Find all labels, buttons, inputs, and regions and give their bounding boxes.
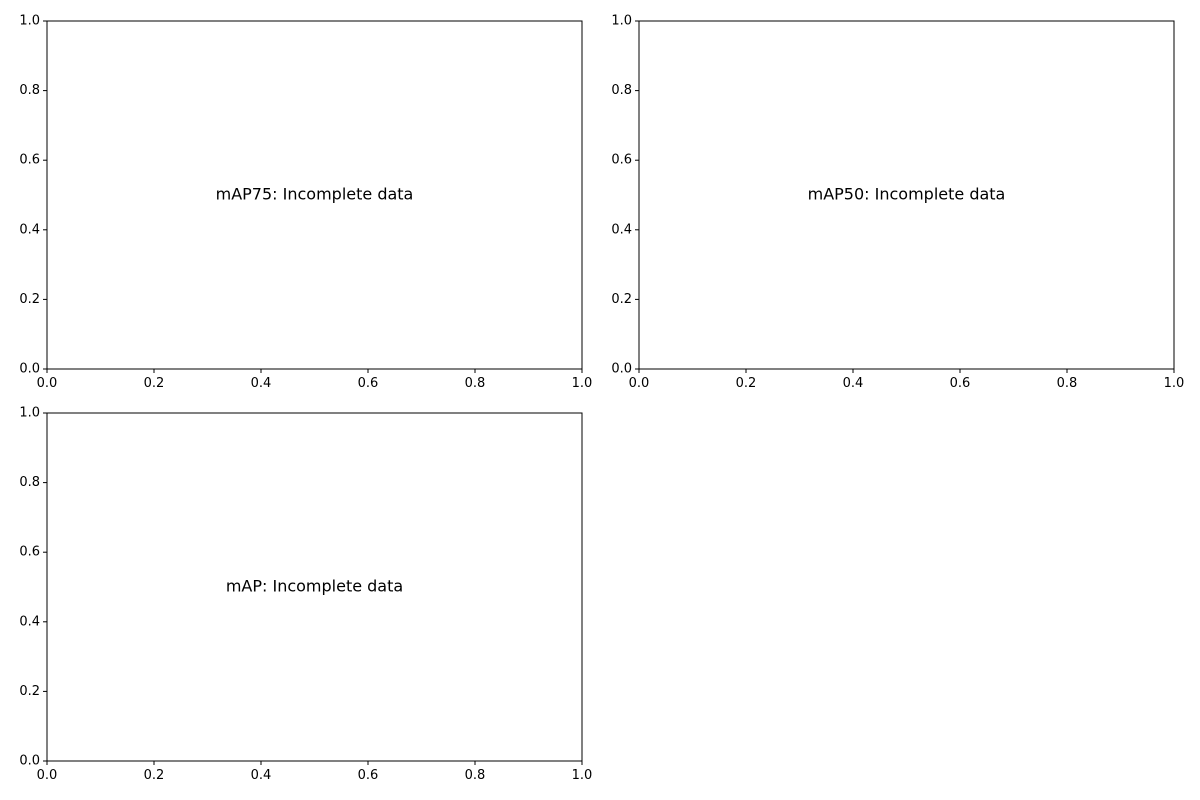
subplot-annotation: mAP50: Incomplete data — [808, 185, 1006, 204]
y-tick-label: 0.0 — [611, 362, 632, 377]
x-tick-label: 0.2 — [144, 376, 165, 391]
y-tick-label: 0.2 — [19, 684, 40, 699]
y-tick-label: 0.2 — [19, 292, 40, 307]
axes-frame — [46, 412, 583, 762]
x-tick-label: 0.2 — [736, 376, 757, 391]
y-tick-label: 0.0 — [19, 362, 40, 377]
subplot-map: 0.0 0.2 0.4 0.6 0.8 1.0 0.0 0.2 0.4 0.6 0.8 1.0 mA… — [19, 406, 592, 784]
x-tick-label: 1.0 — [1164, 376, 1185, 391]
x-tick-label: 1.0 — [572, 376, 593, 391]
x-tick-label: 0.6 — [358, 376, 379, 391]
y-axis-ticks: 0.0 0.2 0.4 0.6 0.8 1.0 — [19, 406, 47, 769]
y-tick-label: 1.0 — [19, 14, 40, 29]
subplot-map75: 0.0 0.2 0.4 0.6 0.8 1.0 0.0 0.2 0.4 0.6 0.8 1.0 mA… — [19, 14, 592, 392]
y-tick-label: 0.6 — [611, 153, 632, 168]
y-tick-label: 0.4 — [611, 222, 632, 237]
x-tick-label: 0.6 — [950, 376, 971, 391]
y-tick-label: 0.0 — [19, 754, 40, 769]
x-axis-ticks: 0.0 0.2 0.4 0.6 0.8 1.0 — [37, 369, 593, 391]
y-tick-label: 1.0 — [611, 14, 632, 29]
y-axis-ticks: 0.0 0.2 0.4 0.6 0.8 1.0 — [611, 14, 639, 377]
x-tick-label: 0.4 — [843, 376, 864, 391]
x-tick-label: 0.6 — [358, 768, 379, 783]
y-tick-label: 1.0 — [19, 406, 40, 421]
y-tick-label: 0.4 — [19, 222, 40, 237]
x-tick-label: 0.4 — [251, 768, 272, 783]
x-tick-label: 0.0 — [37, 768, 58, 783]
y-tick-label: 0.6 — [19, 545, 40, 560]
x-tick-label: 0.0 — [37, 376, 58, 391]
axes-frame — [638, 20, 1175, 370]
subplot-map50: 0.0 0.2 0.4 0.6 0.8 1.0 0.0 0.2 0.4 0.6 0.8 1.0 mA… — [611, 14, 1184, 392]
x-tick-label: 1.0 — [572, 768, 593, 783]
y-tick-label: 0.2 — [611, 292, 632, 307]
y-axis-ticks: 0.0 0.2 0.4 0.6 0.8 1.0 — [19, 14, 47, 377]
x-tick-label: 0.4 — [251, 376, 272, 391]
subplot-annotation: mAP75: Incomplete data — [216, 185, 414, 204]
x-tick-label: 0.8 — [465, 768, 486, 783]
x-axis-ticks: 0.0 0.2 0.4 0.6 0.8 1.0 — [629, 369, 1185, 391]
y-tick-label: 0.6 — [19, 153, 40, 168]
x-tick-label: 0.0 — [629, 376, 650, 391]
x-axis-ticks: 0.0 0.2 0.4 0.6 0.8 1.0 — [37, 761, 593, 783]
x-tick-label: 0.8 — [465, 376, 486, 391]
y-tick-label: 0.8 — [611, 83, 632, 98]
x-tick-label: 0.2 — [144, 768, 165, 783]
y-tick-label: 0.4 — [19, 614, 40, 629]
subplot-annotation: mAP: Incomplete data — [226, 577, 403, 596]
axes-frame — [46, 20, 583, 370]
y-tick-label: 0.8 — [19, 83, 40, 98]
x-tick-label: 0.8 — [1057, 376, 1078, 391]
y-tick-label: 0.8 — [19, 475, 40, 490]
